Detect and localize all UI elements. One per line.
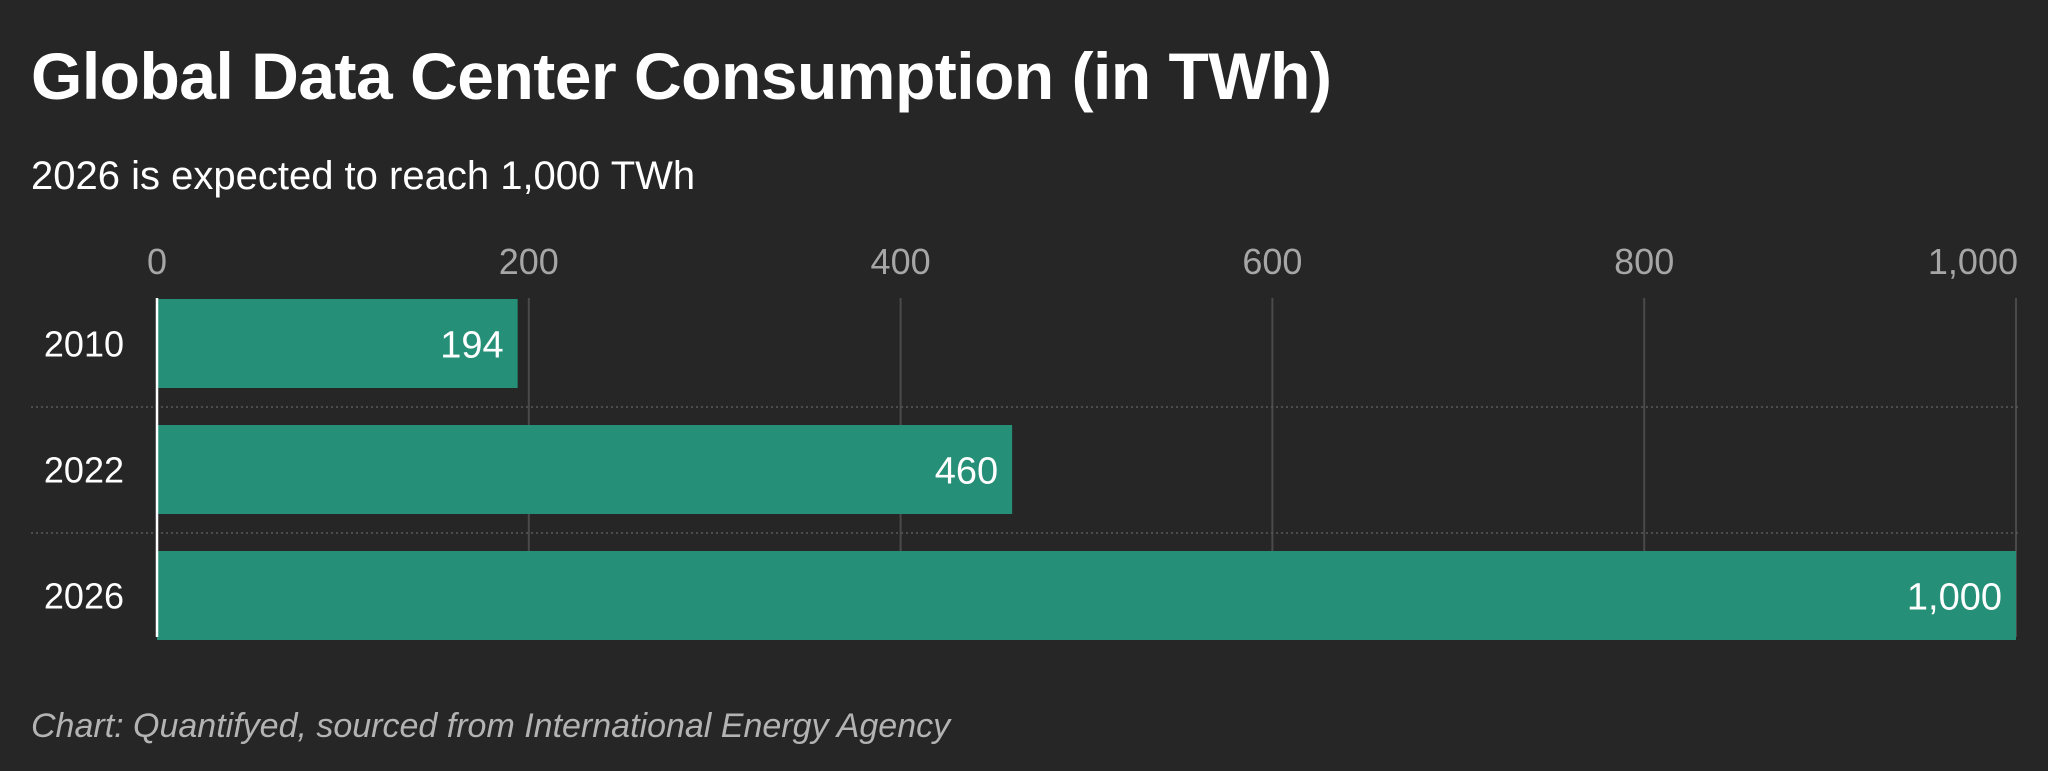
tick-labels: 0 200 400 600 800 1,000 [147,241,2018,282]
x-tick-label: 400 [871,241,931,282]
bar-chart: 0 200 400 600 800 1,000 2010 2022 2026 194 460 1,… [31,241,2020,640]
bars [157,299,2016,640]
source-note: Chart: Quantifyed, sourced from Internat… [31,707,951,745]
row-separators [31,406,2020,534]
category-label: 2022 [44,450,124,491]
x-tick-label: 1,000 [1928,241,2018,282]
category-label: 2026 [44,576,124,617]
category-labels: 2010 2022 2026 [44,324,124,617]
value-labels: 194 460 1,000 [440,325,2002,619]
category-label: 2010 [44,324,124,365]
x-tick-label: 0 [147,241,167,282]
value-label: 1,000 [1907,577,2002,619]
chart-subtitle: 2026 is expected to reach 1,000 TWh [31,154,696,198]
x-tick-label: 200 [499,241,559,282]
value-label: 194 [440,325,503,367]
chart-title: Global Data Center Consumption (in TWh) [31,39,1332,113]
value-label: 460 [935,451,998,493]
x-tick-label: 800 [1614,241,1674,282]
bar-2010 [157,299,518,388]
bar-2022 [157,425,1013,514]
bar-2026 [157,551,2016,640]
x-tick-label: 600 [1242,241,1302,282]
